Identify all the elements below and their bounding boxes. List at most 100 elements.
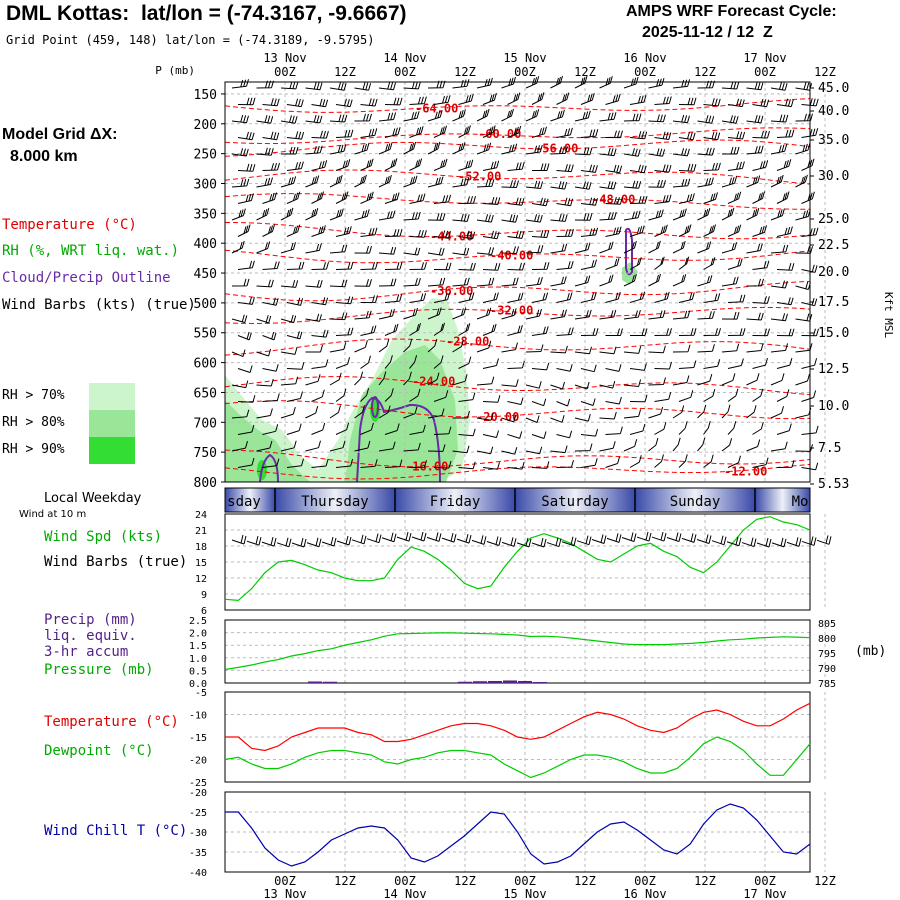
- wind-barb: [648, 114, 666, 123]
- wind-barb: [697, 177, 714, 188]
- surface-wind-barb: [501, 537, 517, 547]
- wind-barb: [770, 208, 785, 221]
- surface-wind-barb: [261, 537, 277, 547]
- wind-barb: [703, 389, 716, 402]
- wind-barb: [335, 458, 354, 468]
- wind-barb: [721, 343, 740, 353]
- wind-barb: [752, 457, 769, 468]
- wind-barb: [384, 158, 398, 171]
- wind-barb: [550, 181, 568, 190]
- wind-barb: [329, 279, 348, 288]
- wind-barb: [329, 82, 347, 91]
- weekday-frame: [224, 487, 811, 513]
- wind-barb: [237, 365, 253, 373]
- pressure-tick-label: 750: [194, 446, 217, 461]
- wind-barb: [262, 162, 280, 171]
- precip-bar: [518, 680, 532, 683]
- wind-barb: [384, 388, 394, 402]
- wind-barb: [507, 92, 521, 105]
- panel-frame: [224, 619, 811, 684]
- wind-barb: [648, 437, 659, 452]
- wind-barb: [574, 309, 592, 320]
- wind-barb: [433, 460, 452, 469]
- wind-barb: [311, 191, 324, 204]
- weekday-bar: [224, 487, 811, 513]
- altitude-tick-label: 10.0: [818, 399, 849, 414]
- surface-wind-barb: [771, 537, 787, 548]
- cross-section-background: [225, 82, 810, 482]
- wind-barb: [305, 81, 323, 91]
- surface-wind-barb: [366, 533, 382, 544]
- bottom-date-label: 14 Nov: [383, 887, 426, 900]
- panel-background: [225, 620, 810, 683]
- wind-barb: [482, 395, 501, 403]
- wind-barb: [525, 446, 543, 455]
- wind-barb: [378, 441, 396, 452]
- wind-barb: [672, 178, 691, 188]
- wind-barb: [482, 160, 500, 171]
- wind-barb: [482, 462, 500, 470]
- wind-speed-label: Wind Spd (kts): [44, 529, 163, 545]
- wind-barb: [403, 406, 418, 419]
- wind-barb: [280, 81, 299, 90]
- wind-barb: [360, 325, 377, 336]
- wind-barb: [452, 247, 470, 256]
- wind-barb: [256, 115, 274, 124]
- wind-barb: [360, 227, 378, 237]
- wind-barb: [605, 130, 623, 139]
- wind-barb: [458, 392, 476, 402]
- bottom-time-tick: 12Z: [334, 874, 356, 888]
- wind-chill-label: Wind Chill T (°C): [44, 823, 188, 839]
- wind-barb: [654, 361, 672, 370]
- wind-barb: [599, 380, 616, 389]
- precip-label: Precip (mm): [44, 612, 137, 628]
- wind-barb: [231, 380, 249, 389]
- isotherm-label: -44.00: [430, 230, 473, 244]
- wind-barb: [335, 159, 351, 171]
- surface-wind-barb: [696, 534, 712, 544]
- top-time-tick: 12Z: [334, 65, 356, 79]
- wind-barb: [697, 207, 711, 221]
- wind-barb: [727, 161, 745, 171]
- wind-barb: [403, 307, 418, 320]
- wind-barb: [237, 457, 255, 468]
- wind-barb: [378, 339, 390, 353]
- wind-barb: [556, 364, 573, 372]
- wind-barb: [678, 390, 694, 402]
- wind-barb: [770, 114, 789, 123]
- weekday-label: Saturday: [541, 494, 608, 510]
- wind-barb: [501, 277, 519, 287]
- wind-barb: [476, 413, 494, 421]
- panel-2: [224, 619, 826, 684]
- wind-barb: [256, 207, 270, 221]
- panel-background: [225, 514, 810, 610]
- wind-barb: [360, 261, 378, 270]
- top-time-tick: 12Z: [694, 65, 716, 79]
- wind-barb: [746, 145, 764, 155]
- wind-barb: [354, 174, 367, 188]
- wind-barb: [311, 261, 329, 270]
- surface-wind-barb: [726, 536, 742, 547]
- wind-barb: [556, 164, 574, 173]
- wind-barb: [231, 314, 248, 323]
- wind-barb: [801, 128, 819, 138]
- wind-barb: [280, 440, 297, 452]
- surface-wind-barb: [441, 532, 457, 543]
- surface-wind-barb: [756, 537, 772, 548]
- wind-barb: [231, 208, 246, 221]
- wind-barb: [531, 398, 547, 407]
- top-time-tick: 00Z: [394, 65, 416, 79]
- weekday-cell: [395, 488, 515, 512]
- wind-barb: [525, 308, 542, 320]
- wind-barb: [678, 454, 688, 468]
- wind-barb: [654, 328, 672, 336]
- wind-barb: [482, 323, 497, 336]
- weekday-label: Thursday: [301, 494, 368, 510]
- panel-tick-label: 0.5: [189, 666, 207, 677]
- wind-barb: [525, 415, 540, 423]
- legend-wind-barbs: Wind Barbs (kts) (true): [2, 297, 196, 313]
- surface-wind-barb: [741, 537, 757, 548]
- wind-barb: [409, 355, 418, 369]
- wind-barb: [672, 375, 690, 386]
- upper-wind-barbs: [231, 75, 819, 471]
